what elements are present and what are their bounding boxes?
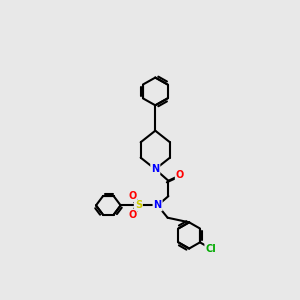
- Text: N: N: [154, 200, 162, 210]
- Text: N: N: [151, 164, 159, 174]
- Text: Cl: Cl: [206, 244, 216, 254]
- Text: O: O: [128, 210, 136, 220]
- Text: O: O: [176, 170, 184, 180]
- Text: S: S: [135, 200, 142, 210]
- Text: O: O: [128, 191, 136, 201]
